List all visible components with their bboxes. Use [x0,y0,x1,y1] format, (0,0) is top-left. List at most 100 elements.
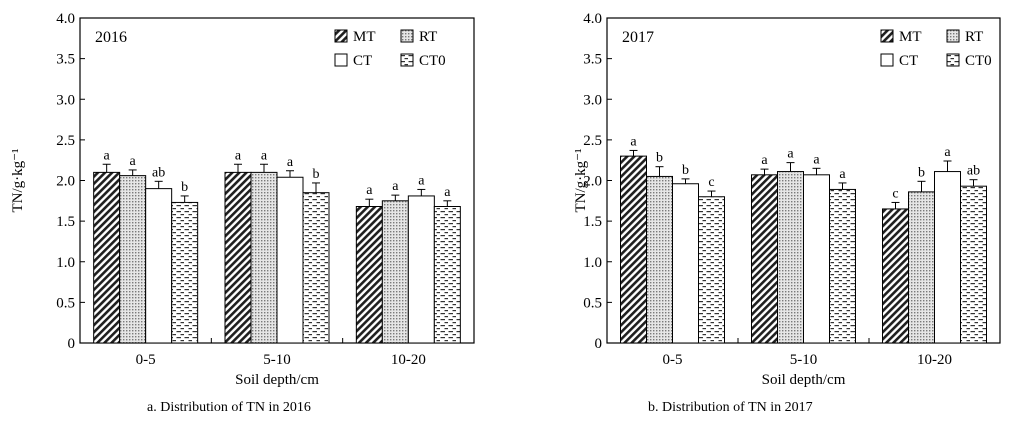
significance-label: b [313,167,320,182]
bar-rt [777,171,804,344]
significance-label: a [104,148,111,163]
legend-swatch-ct [880,53,894,67]
significance-label: a [261,148,268,163]
significance-label: a [366,183,373,198]
significance-label: b [682,163,689,178]
significance-label: a [944,145,951,160]
bar-ct [934,171,961,344]
significance-label: a [444,185,451,200]
x-tick-label: 10-20 [391,352,426,368]
bar-mt [751,174,778,344]
bar-mt [224,171,252,344]
legend-swatch-mt [334,29,348,43]
significance-label: b [656,151,663,166]
legend-label-rt: RT [965,29,983,45]
legend-swatch-rt [946,29,960,43]
legend-label-ct: CT [353,53,372,69]
y-tick-label: 0 [68,336,76,352]
significance-label: b [918,165,925,180]
bar-mt [355,206,383,344]
y-tick-label: 4.0 [56,11,75,27]
y-axis-label: TN/g·kg⁻¹ [10,148,26,212]
y-tick-label: 3.0 [56,92,75,108]
y-tick-label: 0.5 [583,295,602,311]
bar-ct [407,195,435,344]
y-tick-label: 3.5 [583,52,602,68]
bar-ct0 [171,201,199,344]
y-tick-label: 1.5 [583,214,602,230]
significance-label: a [130,154,137,169]
legend-label-ct0: CT0 [419,53,446,69]
bar-rt [646,175,673,344]
significance-label: a [839,167,846,182]
bar-ct [145,188,173,344]
tn-2017-bar-chart: 00.51.01.52.02.53.03.54.0TN/g·kg⁻¹0-5abb… [573,11,1001,388]
bar-mt [93,171,121,344]
significance-label: b [181,180,188,195]
caption-2017: b. Distribution of TN in 2017 [648,400,813,415]
tn-2016-bar-chart: 00.51.01.52.02.53.03.54.0TN/g·kg⁻¹0-5a aa… [10,11,475,388]
legend-label-mt: MT [353,29,376,45]
legend-swatch-ct0 [400,53,414,67]
significance-label: a [630,134,637,149]
significance-label: a [392,179,399,194]
y-tick-label: 0 [595,336,603,352]
significance-label: a [787,147,794,162]
y-tick-label: 1.5 [56,214,75,230]
caption-2016: a. Distribution of TN in 2016 [147,400,311,415]
significance-label: a [813,152,820,167]
y-tick-label: 3.5 [56,52,75,68]
bar-mt [620,155,647,344]
significance-label: c [892,186,898,201]
legend-label-ct: CT [899,53,918,69]
legend-swatch-ct0 [946,53,960,67]
panel-year-label: 2017 [622,29,654,46]
bar-ct0 [433,206,461,344]
x-axis-label: Soil depth/cm [762,372,846,388]
bar-ct0 [302,192,330,344]
bar-ct0 [698,196,725,344]
bar-ct [672,183,699,344]
chart-panel-2016: 0 0.5 1.0 1.5 2.0 2.5 3.0 3.5 4.0 TN/g·kg⁻¹ 0-5 a a a… [0,0,506,405]
legend-swatch-rt [400,29,414,43]
significance-label: ab [967,164,980,179]
legend-swatch-mt [880,29,894,43]
x-axis-label: Soil depth/cm [235,372,319,388]
y-tick-label: 1.0 [56,255,75,271]
x-tick-label: 10-20 [917,352,952,368]
y-axis-label: TN/g·kg⁻¹ [573,148,589,212]
x-tick-label: 5-10 [790,352,818,368]
bar-mt [882,208,909,344]
significance-label: a [761,153,768,168]
x-tick-label: 0-5 [663,352,683,368]
y-tick-label: 4.0 [583,11,602,27]
y-tick-label: 2.0 [583,174,602,190]
significance-label: c [708,175,714,190]
legend-label-ct0: CT0 [965,53,992,69]
bar-ct [803,174,830,344]
bar-rt [381,200,409,344]
significance-label: ab [152,165,165,180]
legend-swatch-ct [334,53,348,67]
y-tick-label: 1.0 [583,255,602,271]
y-tick-label: 3.0 [583,92,602,108]
x-tick-label: 0-5 [136,352,156,368]
chart-panel-2017: 0 0.5 1.0 1.5 2.0 2.5 3.0 3.5 4.0 TN/g·kg⁻¹ 0-5 a b b… [506,0,1013,405]
y-tick-label: 0.5 [56,295,75,311]
bar-ct0 [960,185,987,344]
legend-label-rt: RT [419,29,437,45]
bar-ct [276,176,304,344]
y-tick-label: 2.5 [583,133,602,149]
bar-rt [250,171,278,344]
bar-rt [908,191,935,344]
bar-rt [119,175,147,344]
y-tick-label: 2.0 [56,174,75,190]
x-tick-label: 5-10 [263,352,291,368]
significance-label: a [418,173,425,188]
bar-ct0 [829,188,856,344]
significance-label: a [235,148,242,163]
legend-label-mt: MT [899,29,922,45]
y-tick-label: 2.5 [56,133,75,149]
panel-year-label: 2016 [95,29,127,46]
significance-label: a [287,155,294,170]
